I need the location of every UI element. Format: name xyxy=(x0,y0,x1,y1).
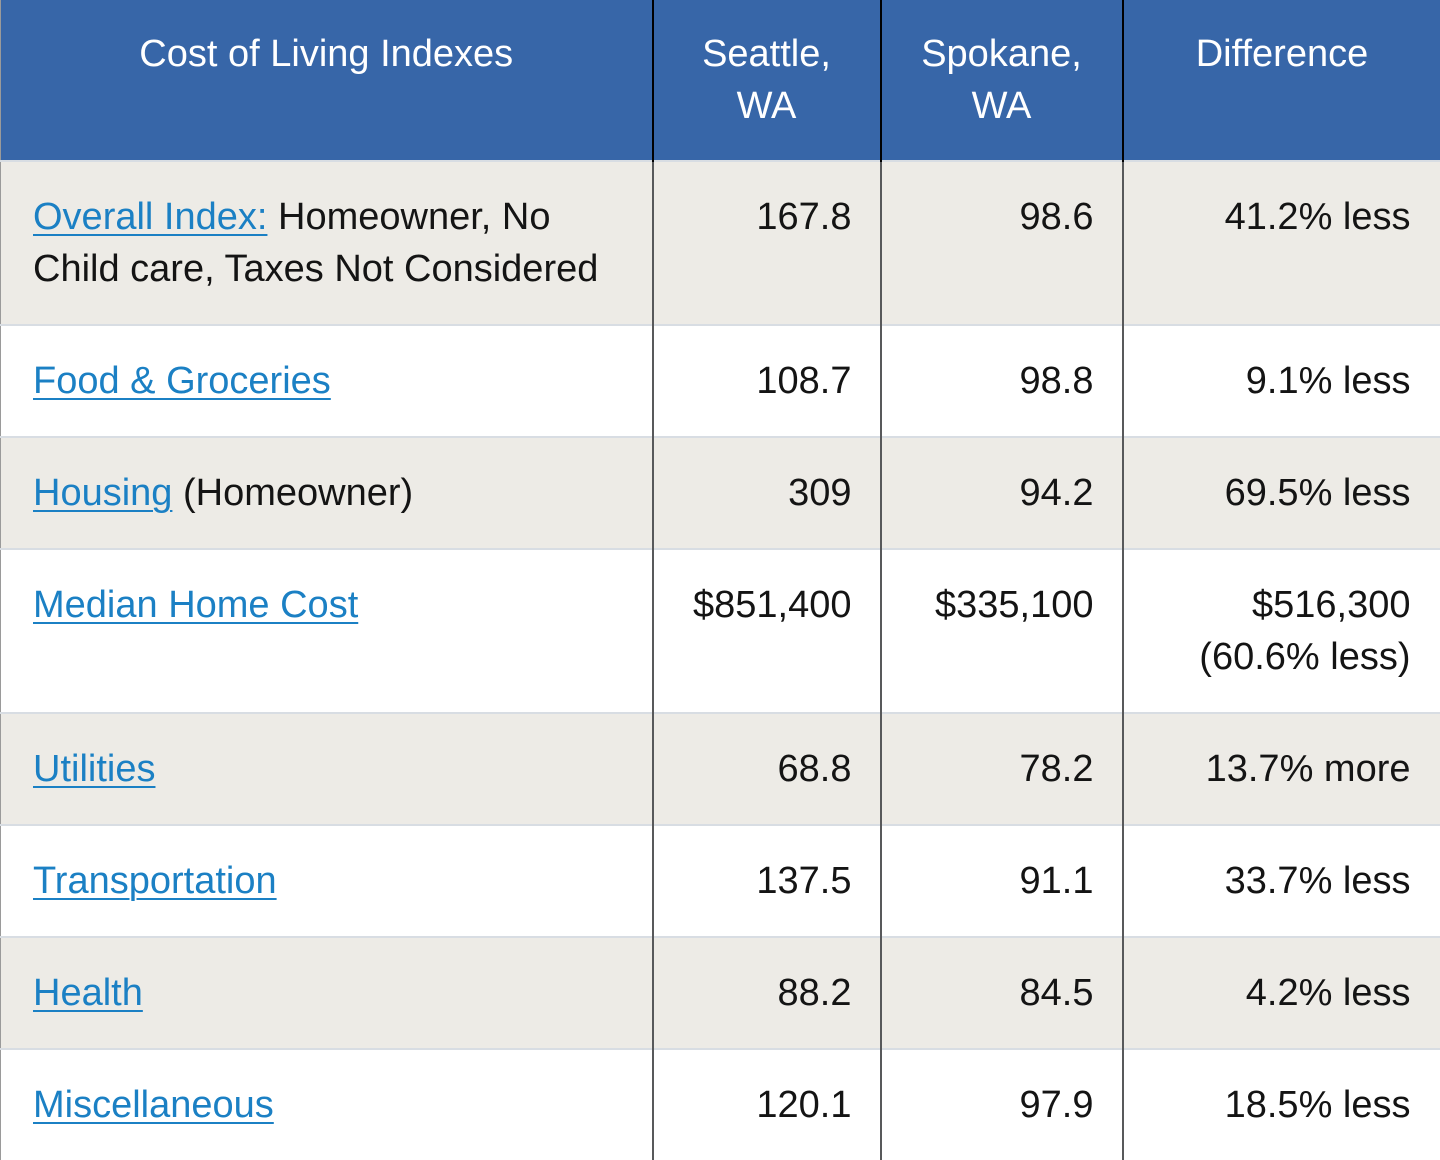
category-cell: Utilities xyxy=(1,713,653,825)
category-cell: Median Home Cost xyxy=(1,549,653,713)
spokane-value: 97.9 xyxy=(881,1049,1123,1160)
difference-value: 13.7% more xyxy=(1123,713,1440,825)
seattle-value: 88.2 xyxy=(653,937,881,1049)
table-row: Food & Groceries 108.7 98.8 9.1% less xyxy=(1,325,1440,437)
spokane-value: 78.2 xyxy=(881,713,1123,825)
category-link[interactable]: Median Home Cost xyxy=(33,584,358,626)
category-cell: Overall Index: Homeowner, No Child care,… xyxy=(1,161,653,325)
category-cell: Transportation xyxy=(1,825,653,937)
column-header-seattle: Seattle, WA xyxy=(653,0,881,161)
spokane-value: $335,100 xyxy=(881,549,1123,713)
category-link[interactable]: Miscellaneous xyxy=(33,1084,274,1126)
category-link[interactable]: Health xyxy=(33,972,143,1014)
category-link[interactable]: Food & Groceries xyxy=(33,360,331,402)
seattle-value: 137.5 xyxy=(653,825,881,937)
category-link[interactable]: Housing xyxy=(33,472,172,514)
header-row: Cost of Living Indexes Seattle, WA Spoka… xyxy=(1,0,1440,161)
spokane-value: 98.8 xyxy=(881,325,1123,437)
category-cell: Miscellaneous xyxy=(1,1049,653,1160)
spokane-value: 84.5 xyxy=(881,937,1123,1049)
category-link[interactable]: Transportation xyxy=(33,860,277,902)
table-body: Overall Index: Homeowner, No Child care,… xyxy=(1,161,1440,1160)
table-row: Overall Index: Homeowner, No Child care,… xyxy=(1,161,1440,325)
difference-value: 69.5% less xyxy=(1123,437,1440,549)
category-cell: Housing (Homeowner) xyxy=(1,437,653,549)
seattle-value: 167.8 xyxy=(653,161,881,325)
spokane-value: 98.6 xyxy=(881,161,1123,325)
difference-value: $516,300 (60.6% less) xyxy=(1123,549,1440,713)
table-row: Miscellaneous 120.1 97.9 18.5% less xyxy=(1,1049,1440,1160)
seattle-value: 120.1 xyxy=(653,1049,881,1160)
seattle-value: 68.8 xyxy=(653,713,881,825)
table-row: Housing (Homeowner) 309 94.2 69.5% less xyxy=(1,437,1440,549)
difference-value: 33.7% less xyxy=(1123,825,1440,937)
table-row: Utilities 68.8 78.2 13.7% more xyxy=(1,713,1440,825)
category-label-suffix: (Homeowner) xyxy=(172,472,413,514)
spokane-value: 91.1 xyxy=(881,825,1123,937)
difference-value: 4.2% less xyxy=(1123,937,1440,1049)
seattle-value: 309 xyxy=(653,437,881,549)
seattle-value: 108.7 xyxy=(653,325,881,437)
category-cell: Food & Groceries xyxy=(1,325,653,437)
difference-value: 41.2% less xyxy=(1123,161,1440,325)
category-link[interactable]: Utilities xyxy=(33,748,155,790)
spokane-value: 94.2 xyxy=(881,437,1123,549)
table-row: Median Home Cost $851,400 $335,100 $516,… xyxy=(1,549,1440,713)
column-header-spokane: Spokane, WA xyxy=(881,0,1123,161)
category-cell: Health xyxy=(1,937,653,1049)
table-row: Health 88.2 84.5 4.2% less xyxy=(1,937,1440,1049)
difference-value: 18.5% less xyxy=(1123,1049,1440,1160)
difference-value: 9.1% less xyxy=(1123,325,1440,437)
column-header-indexes: Cost of Living Indexes xyxy=(1,0,653,161)
column-header-difference: Difference xyxy=(1123,0,1440,161)
category-link[interactable]: Overall Index: xyxy=(33,196,267,238)
table-row: Transportation 137.5 91.1 33.7% less xyxy=(1,825,1440,937)
seattle-value: $851,400 xyxy=(653,549,881,713)
